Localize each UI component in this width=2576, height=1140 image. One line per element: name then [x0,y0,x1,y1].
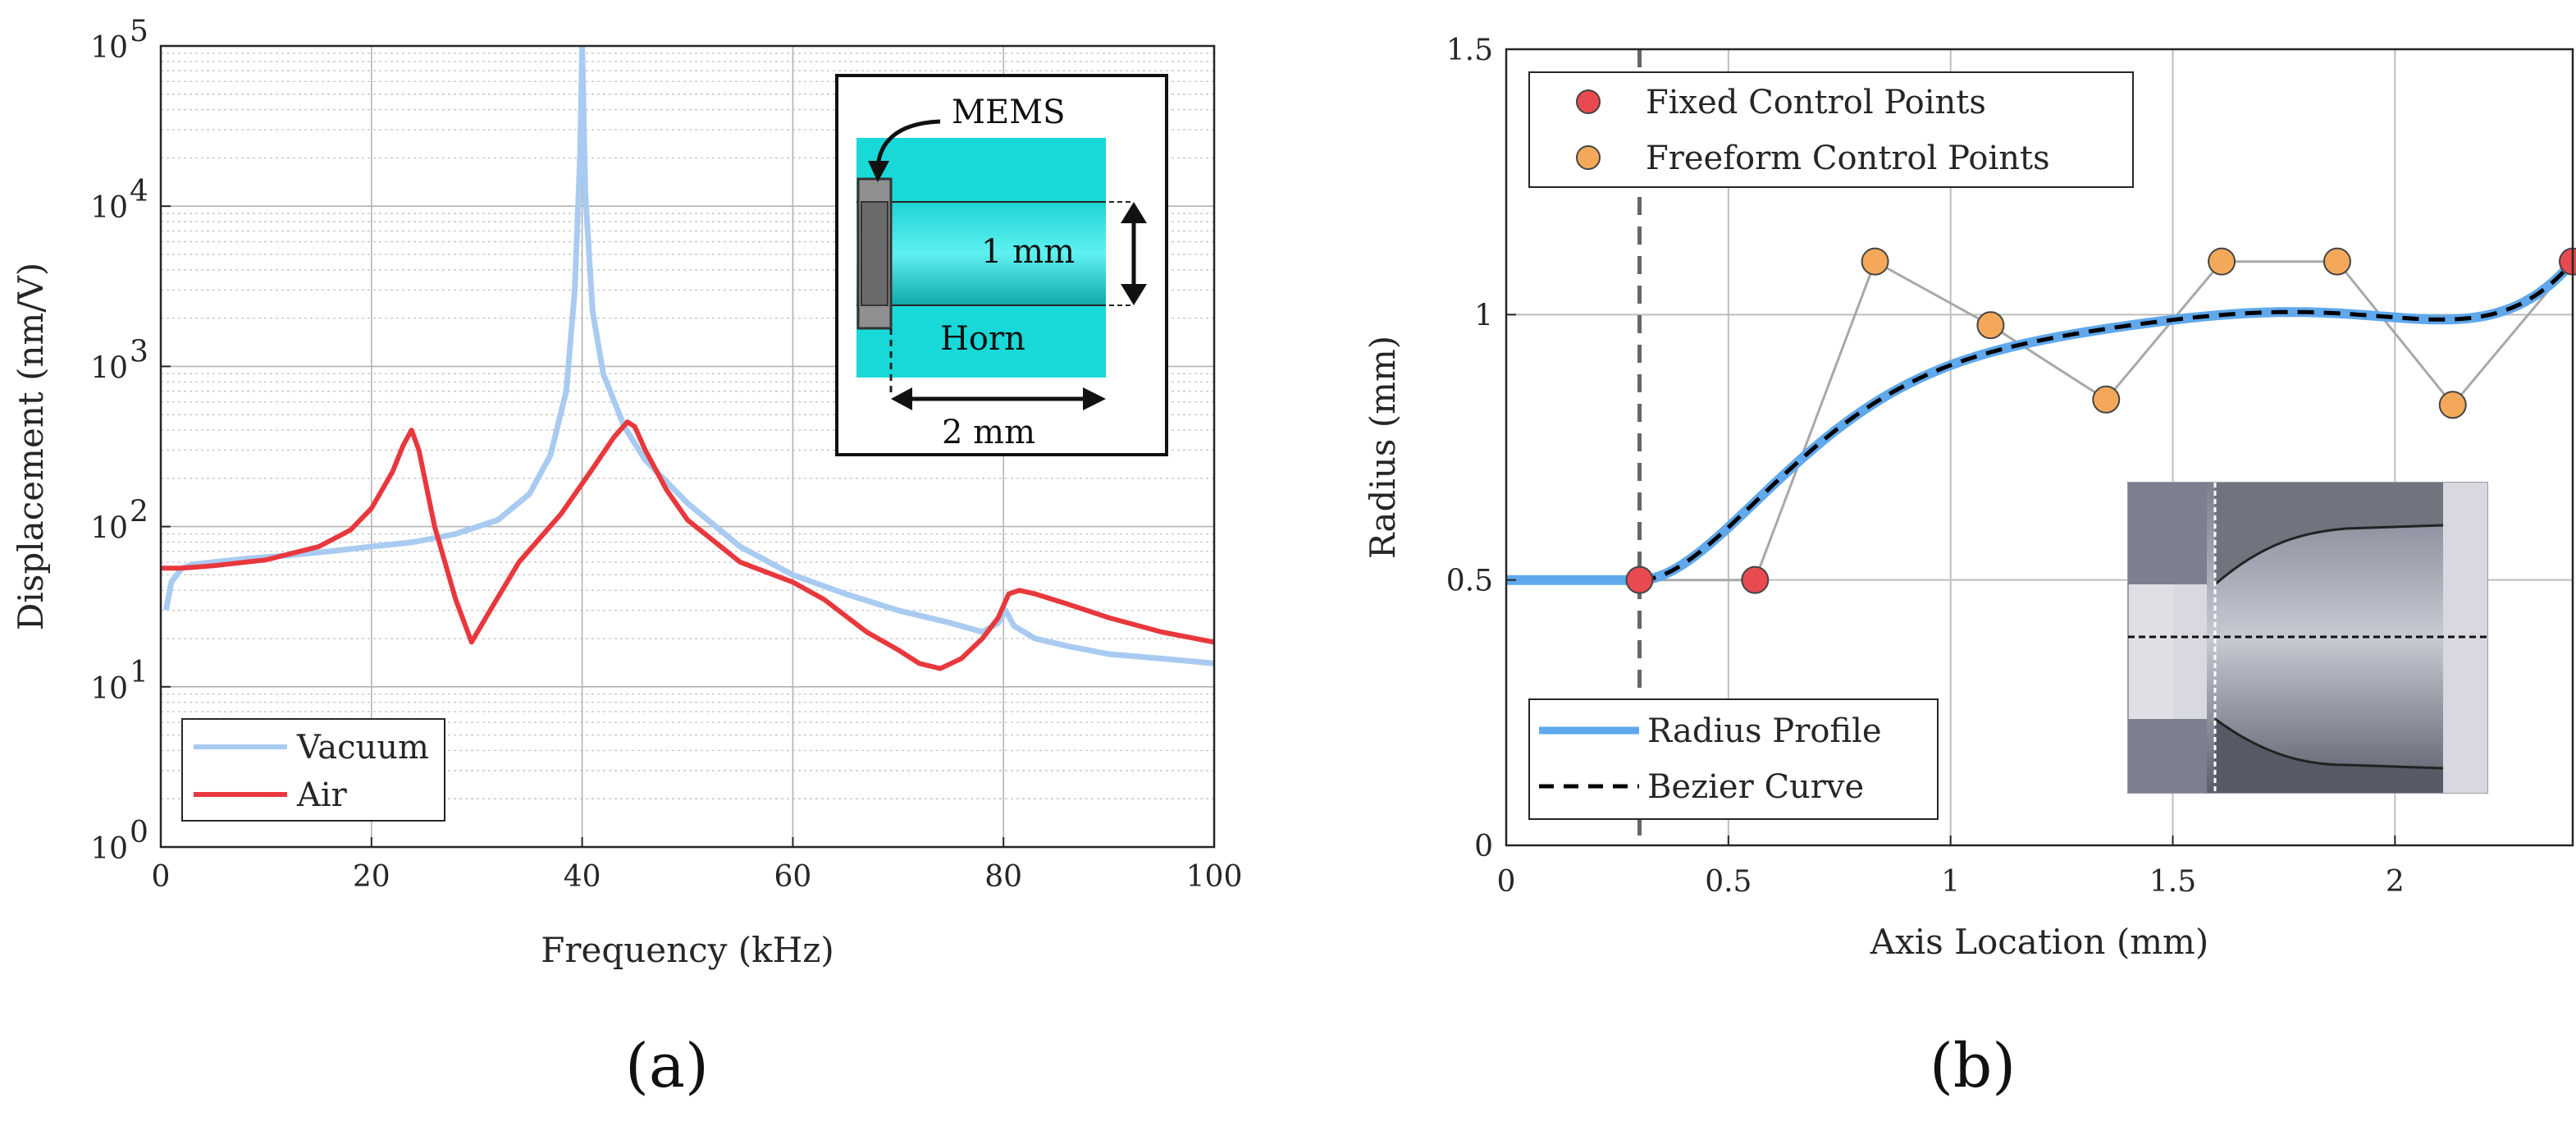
inset-label-mems: MEMS [952,94,1066,131]
legend-bezier-label: Bezier Curve [1647,768,1864,806]
freeform-control-point [2323,247,2351,276]
x-tick-label: 1 [1941,865,1960,899]
inset-label-1mm: 1 mm [981,233,1075,271]
x-tick-label: 100 [1186,860,1243,894]
legend-fixed-marker [1576,89,1601,114]
y-tick-label: 0.5 [1446,565,1493,598]
freeform-control-point [1861,247,1889,276]
x-tick-label: 20 [353,860,391,894]
legend-a: Vacuum Air [181,718,445,822]
x-tick-label: 0 [1497,865,1516,899]
legend-b-top: Fixed Control Points Freeform Control Po… [1528,71,2134,188]
y-tick-label: 10 [90,512,128,546]
y-tick-label: 10 [90,832,128,866]
y-tick-label: 1.5 [1446,34,1493,67]
y-tick-exponent: 0 [130,816,148,849]
bezier-curve-line [1639,260,2573,583]
x-tick-label: 1.5 [2149,865,2196,899]
fixed-control-point [1625,565,1654,594]
x-tick-label: 0.5 [1705,865,1752,899]
y-tick-exponent: 2 [130,496,148,529]
legend-fixed-label: Fixed Control Points [1646,84,1986,121]
y-tick-label: 10 [90,672,128,706]
axes-frame-b [1505,48,2574,847]
fixed-control-point [1741,565,1770,594]
y-ticks-b: 0 0.5 1 1.5 [1446,34,1516,863]
x-tick-label: 2 [2386,865,2405,899]
y-tick-label: 1 [1474,299,1493,332]
horn-cross-section-inset [2127,482,2488,794]
inset-label-2mm: 2 mm [942,414,1035,451]
freeform-control-point [2438,391,2467,419]
freeform-control-point [2208,247,2236,276]
y-tick-exponent: 3 [130,335,148,369]
legend-vacuum-label: Vacuum [296,729,429,767]
x-ticks-a: 0 20 40 60 80 100 [152,837,1243,894]
inset-label-horn: Horn [940,320,1025,358]
x-axis-label-a: Frequency (kHz) [541,930,834,970]
legend-freeform-marker [1576,145,1601,170]
panel-b: 0 0.5 1 1.5 2 0 0.5 1 1.5 Axis Location (mm) Ra… [1363,34,2576,962]
horn-bore [856,202,1106,305]
y-tick-label: 10 [90,31,128,65]
x-ticks-b: 0 0.5 1 1.5 2 [1497,836,2405,899]
y-tick-label: 0 [1474,830,1493,863]
panel-label-b: (b) [1930,1031,2016,1101]
x-tick-label: 80 [984,860,1022,894]
legend-b-bottom: Radius Profile Bezier Curve [1528,698,1939,820]
freeform-control-point [1976,311,2005,340]
series-bezier-curve [1639,260,2573,583]
x-tick-label: 40 [564,860,601,894]
series-air [161,419,1214,671]
legend-air-label: Air [296,776,348,814]
legend-profile-label: Radius Profile [1647,712,1882,750]
legend-freeform-label: Freeform Control Points [1646,140,2050,177]
axes-frame-a [159,44,1216,849]
panel-label-a: (a) [625,1031,709,1101]
control-points [1625,247,2576,594]
air-line [161,419,1214,671]
y-tick-exponent: 1 [130,656,148,689]
mems-arrow-icon [875,119,941,168]
x-tick-label: 60 [774,860,811,894]
y-axis-label-a: Displacement (nm/V) [11,263,51,631]
x-axis-label-b: Axis Location (mm) [1870,922,2209,962]
y-tick-exponent: 4 [130,175,148,208]
freeform-control-point [2092,385,2121,414]
y-axis-label-b: Radius (mm) [1363,336,1403,559]
x-tick-label: 0 [152,860,171,894]
horn-inset: MEMS 1 mm Horn 2 mm [835,74,1168,456]
y-tick-exponent: 5 [130,15,148,48]
y-tick-label: 10 [90,351,128,385]
y-tick-label: 10 [90,191,128,225]
